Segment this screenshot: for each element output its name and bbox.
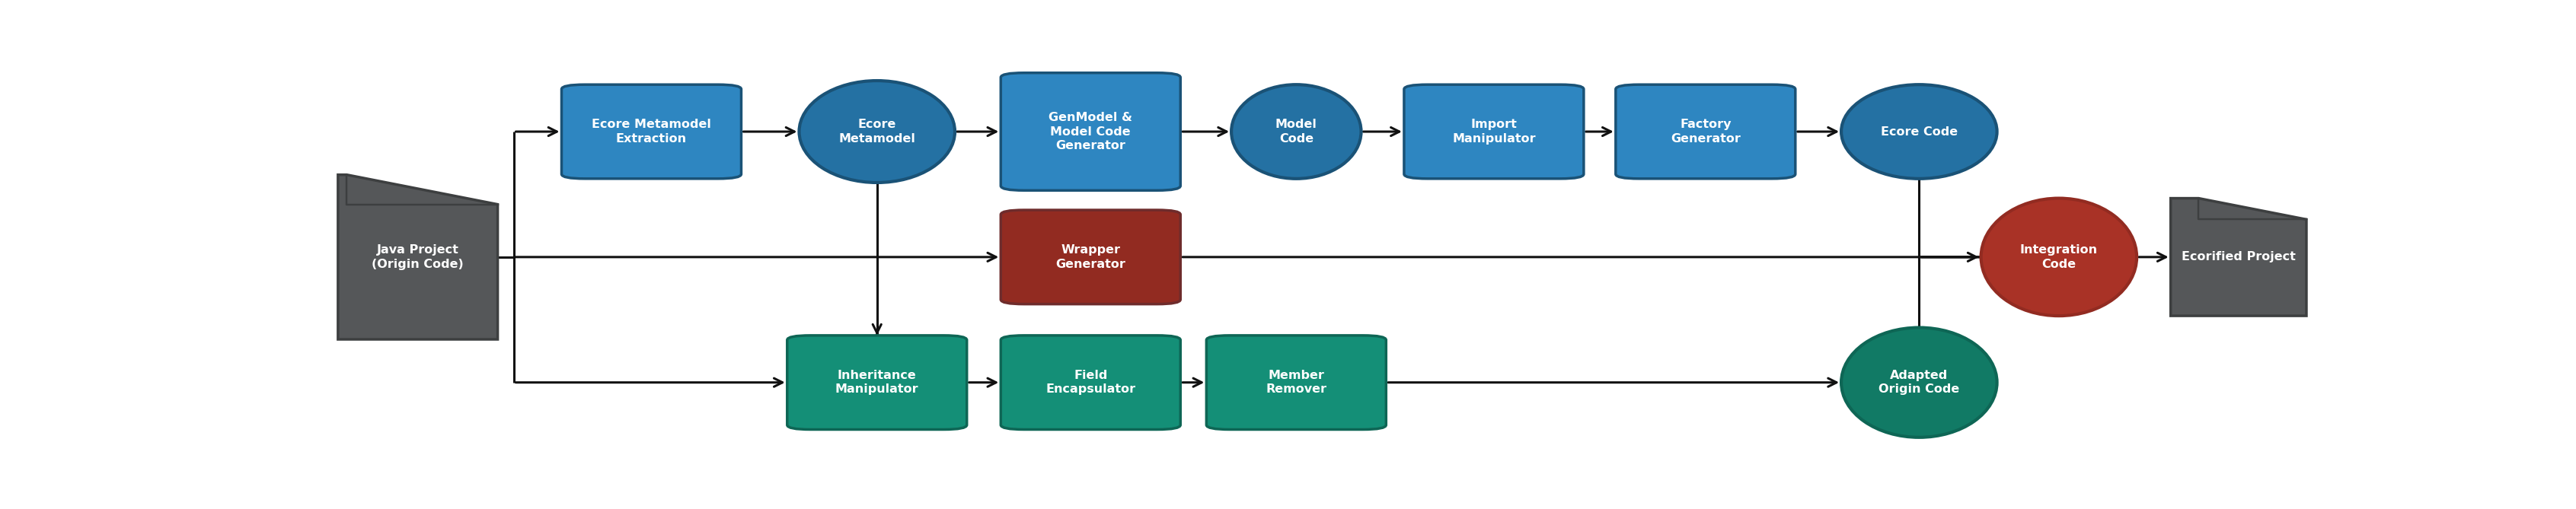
Text: Ecore Code: Ecore Code	[1880, 126, 1958, 137]
Text: GenModel &
Model Code
Generator: GenModel & Model Code Generator	[1048, 112, 1133, 152]
Polygon shape	[337, 175, 497, 340]
FancyBboxPatch shape	[1615, 84, 1795, 179]
Text: Java Project
(Origin Code): Java Project (Origin Code)	[371, 244, 464, 270]
FancyBboxPatch shape	[1206, 335, 1386, 430]
Text: Member
Remover: Member Remover	[1265, 370, 1327, 395]
Text: Inheritance
Manipulator: Inheritance Manipulator	[835, 370, 920, 395]
Text: Ecorified Project: Ecorified Project	[2182, 251, 2295, 263]
Ellipse shape	[1981, 199, 2136, 316]
Text: Ecore
Metamodel: Ecore Metamodel	[840, 119, 914, 145]
Text: Import
Manipulator: Import Manipulator	[1453, 119, 1535, 145]
Text: Adapted
Origin Code: Adapted Origin Code	[1878, 370, 1960, 395]
FancyBboxPatch shape	[562, 84, 742, 179]
Ellipse shape	[1842, 84, 1996, 179]
Text: Field
Encapsulator: Field Encapsulator	[1046, 370, 1136, 395]
FancyBboxPatch shape	[1002, 335, 1180, 430]
FancyBboxPatch shape	[788, 335, 966, 430]
Text: Model
Code: Model Code	[1275, 119, 1316, 145]
Text: Factory
Generator: Factory Generator	[1669, 119, 1741, 145]
Text: Integration
Code: Integration Code	[2020, 244, 2097, 270]
FancyBboxPatch shape	[1002, 73, 1180, 190]
FancyBboxPatch shape	[1002, 210, 1180, 304]
Ellipse shape	[799, 81, 956, 183]
Ellipse shape	[1842, 328, 1996, 437]
Text: Wrapper
Generator: Wrapper Generator	[1056, 244, 1126, 270]
Ellipse shape	[1231, 84, 1360, 179]
Polygon shape	[2172, 199, 2306, 316]
FancyBboxPatch shape	[1404, 84, 1584, 179]
Text: Ecore Metamodel
Extraction: Ecore Metamodel Extraction	[592, 119, 711, 145]
